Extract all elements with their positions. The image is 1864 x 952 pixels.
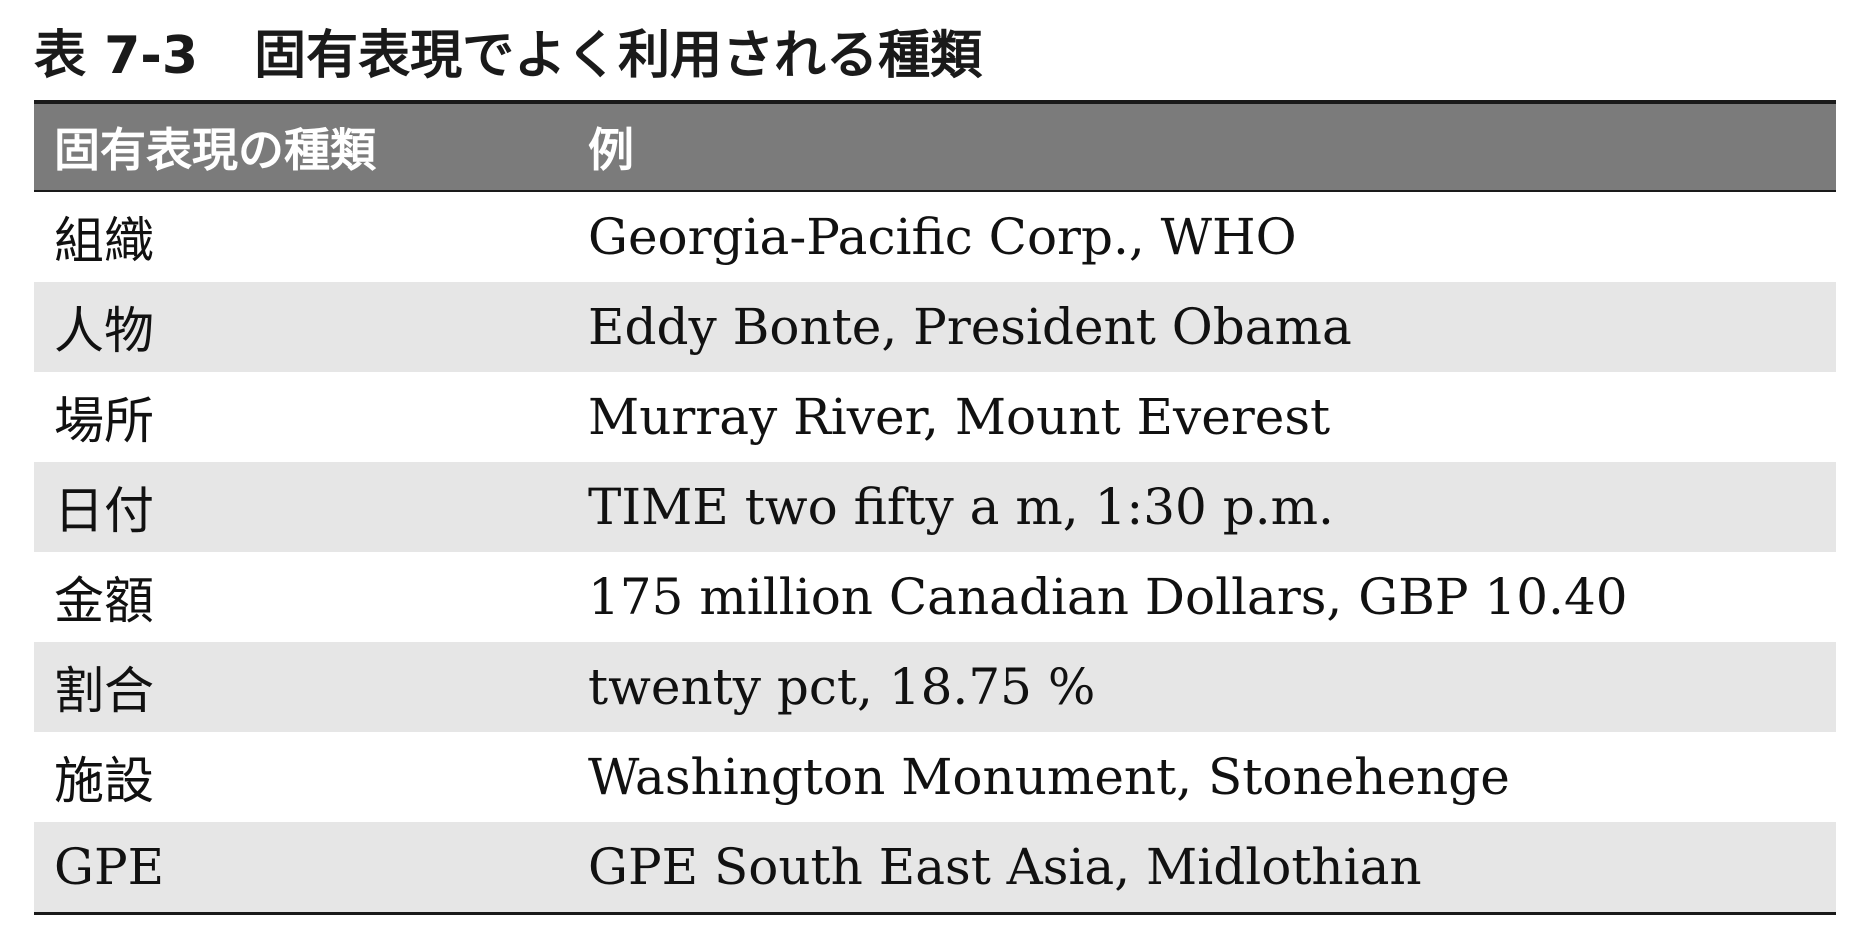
table-row: 施設 Washington Monument, Stonehenge bbox=[34, 732, 1836, 822]
entity-type-cell: 組織 bbox=[54, 212, 154, 270]
table-row: 場所 Murray River, Mount Everest bbox=[34, 372, 1836, 462]
example-cell: twenty pct, 18.75 % bbox=[588, 658, 1096, 716]
table-row: GPE GPE South East Asia, Midlothian bbox=[34, 822, 1836, 912]
example-cell: Murray River, Mount Everest bbox=[588, 388, 1331, 446]
named-entity-table: 固有表現の種類 例 組織 Georgia-Pacific Corp., WHO … bbox=[34, 100, 1836, 915]
table-title: 固有表現でよく利用される種類 bbox=[254, 26, 983, 86]
table-number: 表 7-3 bbox=[34, 26, 199, 86]
example-cell: Eddy Bonte, President Obama bbox=[588, 298, 1352, 356]
entity-type-cell: 場所 bbox=[54, 392, 154, 450]
table-row: 日付 TIME two fifty a m, 1:30 p.m. bbox=[34, 462, 1836, 552]
entity-type-cell: 施設 bbox=[54, 752, 154, 810]
column-header-type: 固有表現の種類 bbox=[54, 123, 376, 177]
column-header-example: 例 bbox=[588, 123, 634, 177]
table-row: 金額 175 million Canadian Dollars, GBP 10.… bbox=[34, 552, 1836, 642]
table-caption: 表 7-3 固有表現でよく利用される種類 bbox=[34, 20, 982, 92]
table-row: 割合 twenty pct, 18.75 % bbox=[34, 642, 1836, 732]
example-cell: GPE South East Asia, Midlothian bbox=[588, 838, 1422, 896]
table-row: 人物 Eddy Bonte, President Obama bbox=[34, 282, 1836, 372]
table-header-row: 固有表現の種類 例 bbox=[34, 104, 1836, 192]
table-row: 組織 Georgia-Pacific Corp., WHO bbox=[34, 192, 1836, 282]
entity-type-cell: 割合 bbox=[54, 662, 154, 720]
example-cell: TIME two fifty a m, 1:30 p.m. bbox=[588, 478, 1334, 536]
entity-type-cell: 人物 bbox=[54, 302, 154, 360]
example-cell: Georgia-Pacific Corp., WHO bbox=[588, 208, 1297, 266]
entity-type-cell: GPE bbox=[54, 838, 165, 896]
example-cell: Washington Monument, Stonehenge bbox=[588, 748, 1510, 806]
entity-type-cell: 日付 bbox=[54, 482, 154, 540]
entity-type-cell: 金額 bbox=[54, 572, 154, 630]
example-cell: 175 million Canadian Dollars, GBP 10.40 bbox=[588, 568, 1628, 626]
